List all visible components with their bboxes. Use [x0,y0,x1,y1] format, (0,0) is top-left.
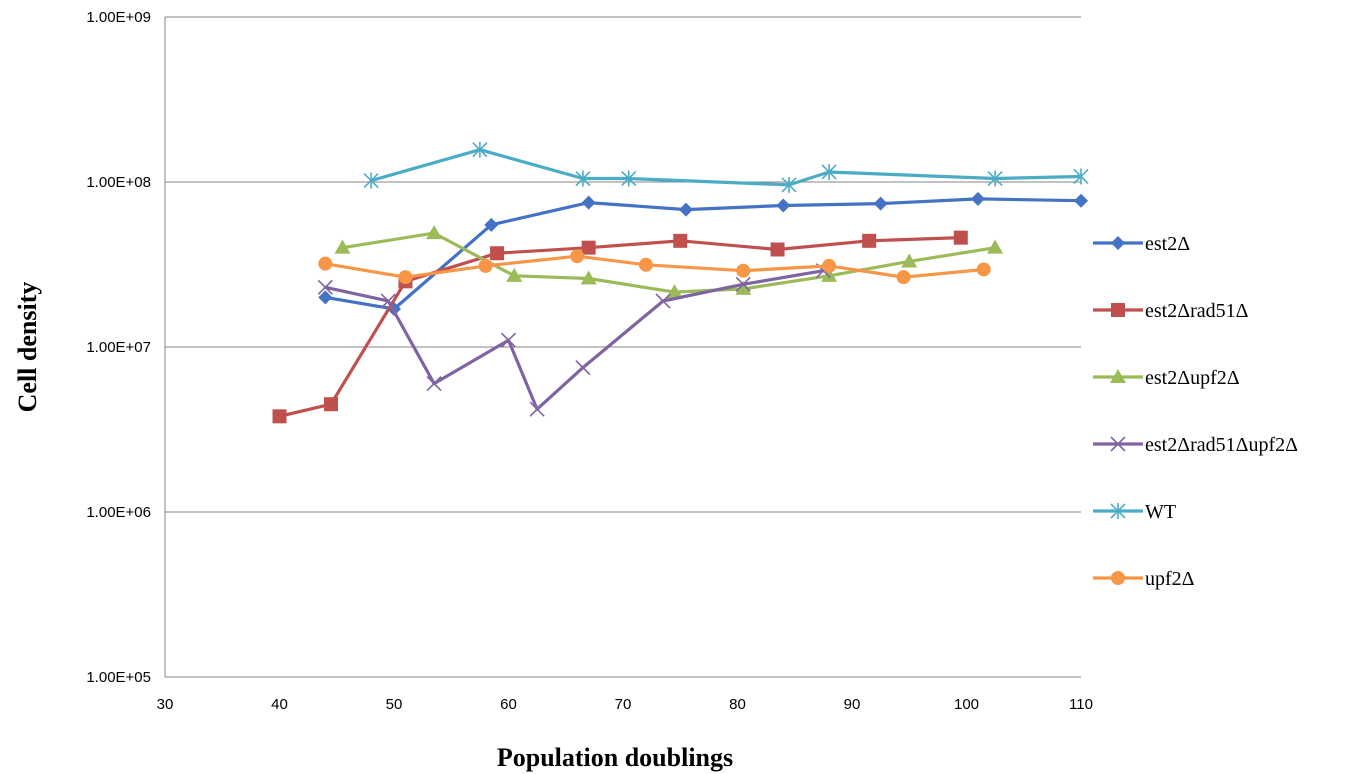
series-5 [363,141,1089,193]
x-tick-label: 100 [954,696,979,713]
data-point [500,332,517,348]
series-line [277,236,963,418]
series-1 [318,191,1088,316]
x-tick-label: 40 [271,696,288,713]
y-tick-label: 1.00E+05 [86,669,151,686]
x-tick-label: 60 [500,696,517,713]
data-point [570,249,585,264]
data-point [781,176,797,193]
data-point [318,256,333,271]
legend-label: est2Δrad51Δupf2Δ [1145,434,1298,456]
data-point [735,280,752,295]
data-point [638,257,653,272]
legend-marker [1111,571,1125,585]
x-tick-label: 80 [729,696,746,713]
data-point [334,239,351,254]
data-point [318,290,333,305]
data-point [970,191,985,206]
legend-marker [1111,303,1125,317]
data-point [953,230,968,245]
legend-label: est2Δ [1145,233,1190,255]
data-point [678,202,693,217]
data-point [770,242,785,257]
data-point [484,217,499,232]
series-2 [272,230,968,424]
data-point [822,258,837,273]
y-tick-labels: 1.00E+05 1.00E+06 1.00E+07 1.00E+08 1.00E+09 [86,9,151,686]
x-tick-label: 110 [1069,696,1093,713]
data-point [736,263,751,278]
data-point [776,198,791,213]
data-point [529,401,545,417]
legend-marker [1110,436,1126,452]
data-point [317,279,333,295]
legend-item: est2Δrad51Δ [1093,300,1249,322]
data-point [398,270,413,285]
legend-item: est2Δ [1093,233,1190,255]
data-point [862,233,877,248]
series-3 [334,225,1004,299]
data-point [655,293,671,309]
legend-marker [1110,369,1126,383]
data-point [673,233,688,248]
data-point [426,376,442,392]
data-point [581,240,596,255]
x-tick-label: 30 [157,696,174,713]
legend: est2Δ est2Δrad51Δ est2Δupf2Δ est2Δrad51Δupf… [1093,233,1298,590]
data-point [581,195,596,210]
y-tick-label: 1.00E+07 [86,339,151,356]
data-point [735,276,751,292]
data-point [987,170,1003,187]
legend-label: est2Δupf2Δ [1145,367,1240,389]
data-point [987,239,1004,254]
axes [164,17,1081,678]
legend-item: est2Δupf2Δ [1093,367,1240,389]
series-line [369,148,1083,187]
y-tick-label: 1.00E+09 [86,9,151,26]
data-point [575,360,591,376]
y-tick-label: 1.00E+06 [86,504,151,521]
data-point [873,196,888,211]
data-point [1073,168,1089,185]
data-point [363,172,379,189]
data-point [324,397,339,412]
legend-label: WT [1145,501,1176,523]
data-point [272,409,287,424]
data-point [426,225,443,240]
legend-item: est2Δrad51Δupf2Δ [1093,434,1298,456]
data-point [380,293,396,309]
x-tick-label: 50 [386,696,403,713]
data-point [506,267,523,282]
legend-label: est2Δrad51Δ [1145,300,1249,322]
data-point [821,267,838,282]
data-point [472,141,488,158]
data-point [621,170,637,187]
data-point [901,253,918,268]
data-point [976,262,991,277]
data-point [821,163,837,180]
data-point [490,246,505,261]
legend-marker [1110,503,1126,519]
data-point [478,258,493,273]
y-axis-title: Cell density [13,282,42,413]
data-point [575,170,591,187]
data-point [1074,193,1088,208]
legend-item: upf2Δ [1093,568,1195,590]
series-6 [318,249,991,285]
data-point [580,270,597,285]
x-tick-labels: 30 40 50 60 70 80 90 100 110 [157,696,1093,713]
x-tick-label: 70 [615,696,632,713]
legend-label: upf2Δ [1145,568,1195,590]
x-tick-label: 90 [844,696,861,713]
legend-item: WT [1093,501,1176,523]
x-axis-title: Population doublings [497,743,733,772]
legend-marker [1111,236,1125,250]
data-point [896,270,911,285]
y-tick-label: 1.00E+08 [86,174,151,191]
gridlines [165,16,1081,513]
series-layer [272,141,1089,424]
